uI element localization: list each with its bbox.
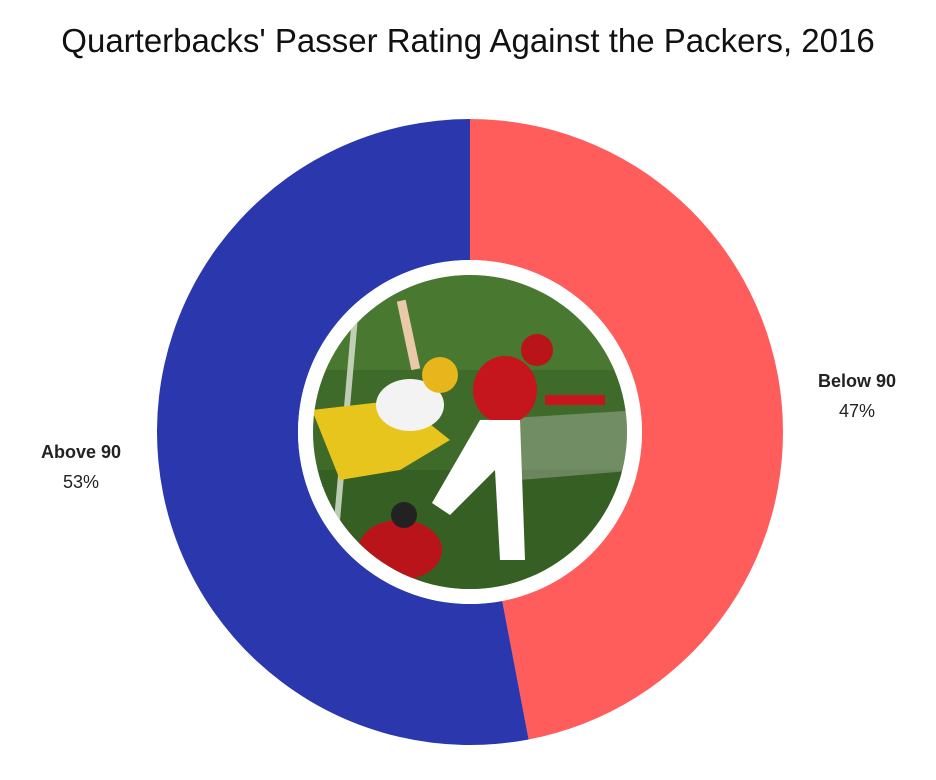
slices-group: [157, 119, 783, 745]
slice-percent-label: 47%: [839, 401, 875, 421]
slice-labels: Below 90 47% Above 90 53%: [41, 371, 896, 492]
center-photo: [298, 260, 642, 604]
slice-label: Below 90: [818, 371, 896, 391]
chart-title: Quarterbacks' Passer Rating Against the …: [61, 22, 875, 59]
pie-slice-below-90: [470, 119, 783, 740]
pie-slice-above-90: [157, 119, 529, 745]
slice-label: Above 90: [41, 442, 121, 462]
slice-percent-label: 53%: [63, 472, 99, 492]
